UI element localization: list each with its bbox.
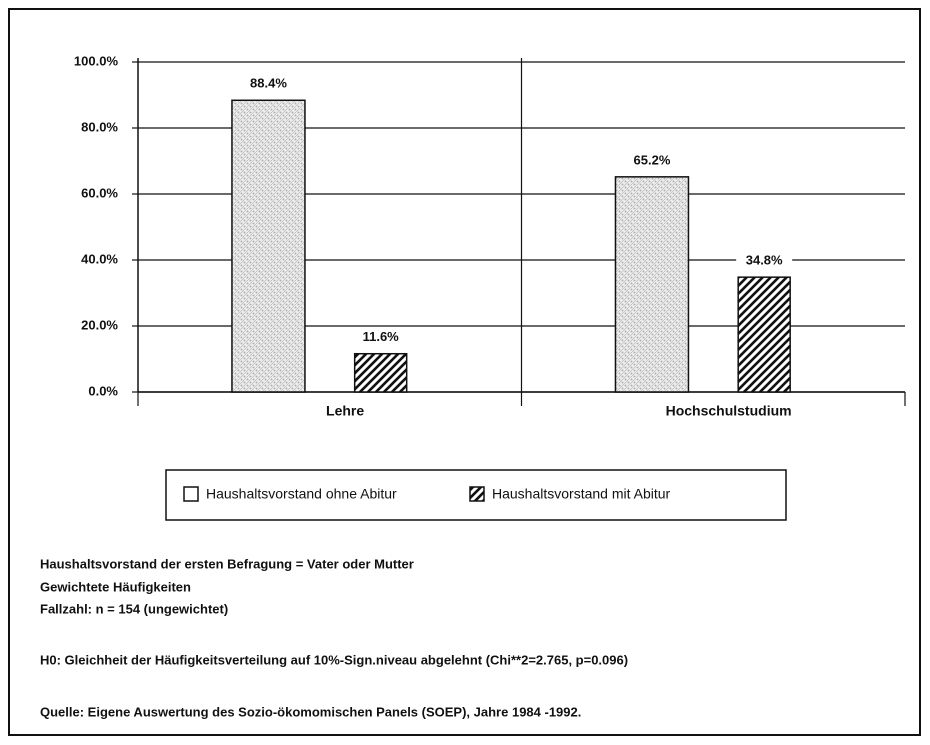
bar [614,176,690,393]
y-tick-label: 80.0% [81,119,118,134]
bar [737,276,791,393]
annotation: Gewichtete Häufigkeiten [40,579,191,594]
annotation: Haushaltsvorstand der ersten Befragung =… [40,556,414,571]
value-label: 11.6% [363,329,400,344]
legend-label: Haushaltsvorstand mit Abitur [492,486,671,502]
legend-swatch [469,486,485,502]
y-tick-label: 20.0% [81,317,118,332]
y-tick-label: 100.0% [74,53,119,68]
value-label-bg [736,253,793,270]
legend-label: Haushaltsvorstand ohne Abitur [206,486,397,502]
bar [353,352,408,393]
legend-swatch [183,486,199,502]
annotation: Fallzahl: n = 154 (ungewichtet) [40,601,228,616]
value-label-bg [352,329,409,346]
x-tick-label: Lehre [326,403,364,419]
x-tick-label: Hochschulstudium [666,403,792,419]
value-label-bg [240,76,297,93]
value-label: 34.8% [746,253,783,268]
y-tick-label: 40.0% [81,251,118,266]
value-label-bg [623,152,680,169]
y-tick-label: 60.0% [81,185,118,200]
value-label: 65.2% [634,152,671,167]
annotation: Quelle: Eigene Auswertung des Sozio-ökom… [40,704,581,719]
annotation: H0: Gleichheit der Häufigkeitsverteilung… [40,652,628,667]
bar [231,99,306,393]
y-tick-label: 0.0% [88,383,118,398]
value-label: 88.4% [250,76,287,91]
